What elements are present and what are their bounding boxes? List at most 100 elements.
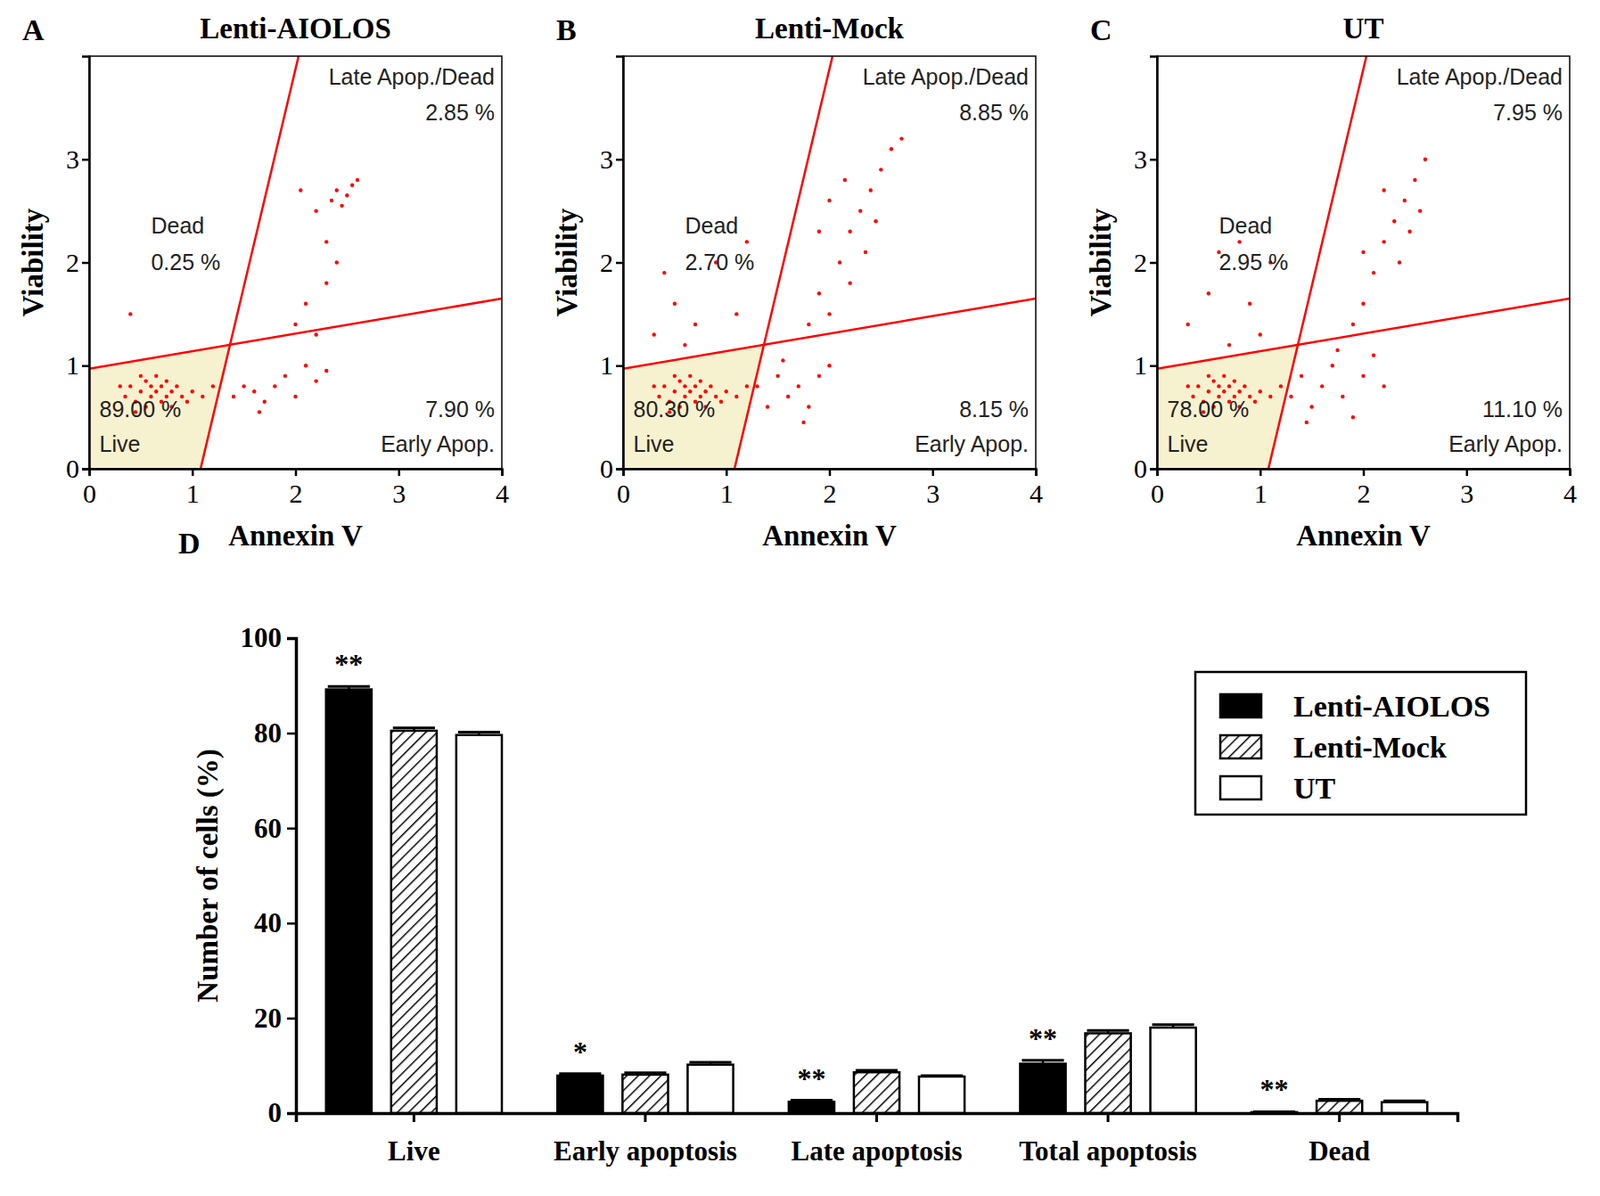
point	[796, 384, 801, 388]
axis: 01234	[82, 468, 509, 509]
quadrant-value: 7.95 %	[1493, 99, 1563, 125]
point	[662, 270, 666, 275]
point	[889, 147, 894, 151]
point	[734, 311, 739, 316]
axis: 01234	[616, 468, 1043, 509]
point	[185, 400, 189, 404]
gate-line	[623, 298, 1036, 370]
tick-mark	[1362, 468, 1366, 476]
bar	[1084, 1033, 1131, 1114]
point	[1423, 157, 1428, 162]
tick-label: Live	[387, 1135, 441, 1167]
tick: 4	[1029, 468, 1043, 509]
tick-label: Late apoptosis	[790, 1135, 962, 1167]
point	[313, 208, 318, 213]
quadrant-label: Dead	[684, 213, 739, 238]
legend-swatch	[1220, 735, 1262, 759]
panel-label: A	[22, 13, 45, 47]
axis: 020406080100	[240, 622, 297, 1129]
point	[847, 229, 852, 234]
tick: 60	[254, 812, 296, 845]
x-axis-title: Annexin V	[228, 519, 363, 552]
plot-frame	[623, 56, 1036, 469]
tick: 1	[1133, 350, 1157, 380]
point	[313, 332, 318, 337]
axis-line	[90, 469, 503, 477]
panel-label: D	[178, 526, 201, 560]
quadrant-label: Late Apop./Dead	[1396, 64, 1563, 90]
tick: 2	[65, 247, 90, 278]
significance: **	[1260, 1073, 1289, 1106]
tick-label: 40	[254, 907, 282, 939]
bar	[687, 1065, 733, 1114]
point	[293, 394, 297, 399]
axis: 01234	[1150, 468, 1577, 509]
point	[200, 394, 205, 399]
tick-label: 2	[1357, 478, 1371, 509]
point	[164, 378, 169, 383]
live-region	[1156, 344, 1298, 469]
tick: 0	[1150, 468, 1165, 509]
tick-label: 2	[823, 478, 837, 509]
point	[858, 208, 862, 213]
point	[211, 384, 215, 388]
tick-mark	[82, 262, 90, 265]
error-cap	[623, 1071, 666, 1075]
tick: 0	[599, 453, 624, 484]
point	[1227, 384, 1231, 388]
point	[806, 322, 811, 327]
point	[128, 311, 132, 316]
bar	[557, 1075, 603, 1114]
point	[1304, 420, 1309, 425]
tick: 2	[1357, 468, 1371, 509]
quadrant-label: Late Apop./Dead	[862, 64, 1029, 90]
gate-line	[89, 298, 502, 370]
point	[677, 378, 682, 383]
point	[1222, 374, 1226, 378]
tick: 3	[65, 144, 90, 174]
point	[283, 374, 288, 378]
point	[1186, 384, 1190, 388]
tick: 3	[926, 468, 940, 509]
error-cap	[1318, 1098, 1361, 1101]
point	[339, 204, 344, 208]
tick-label: 3	[599, 144, 614, 174]
tick: 1	[186, 468, 200, 509]
point	[335, 188, 339, 192]
error-cap	[458, 730, 501, 734]
point	[148, 384, 153, 388]
point	[652, 332, 657, 337]
tick-label: 4	[1563, 478, 1577, 509]
point	[139, 374, 143, 378]
point	[688, 389, 692, 394]
tick-mark	[1107, 1113, 1110, 1123]
axis-line	[82, 57, 91, 470]
tick-label: 3	[1133, 144, 1148, 174]
point	[1237, 239, 1241, 244]
quadrant-value: 2.95 %	[1218, 249, 1289, 275]
tick-mark	[932, 468, 936, 476]
legend-swatch	[1220, 776, 1262, 800]
tick-mark	[295, 468, 298, 476]
tick-label: 1	[65, 350, 80, 380]
bar	[326, 689, 372, 1114]
quadrant-value: 2.70 %	[684, 249, 755, 275]
axis-line	[1157, 469, 1571, 477]
tick-label: 100	[240, 622, 283, 654]
tick: Live	[387, 1113, 441, 1167]
point	[765, 404, 770, 409]
point	[745, 239, 749, 244]
tick-mark	[828, 468, 832, 476]
tick-mark	[82, 467, 90, 471]
quadrant-label: Dead	[1218, 213, 1272, 238]
tick: 0	[1133, 453, 1157, 484]
error-cap	[1021, 1058, 1064, 1062]
significance: **	[334, 648, 363, 681]
quadrant-value: 80.30 %	[633, 396, 716, 422]
point	[1222, 389, 1226, 394]
panel: 012340123Lenti-AIOLOSAAnnexin VViability…	[16, 12, 509, 552]
quadrant-label: Late Apop./Dead	[328, 64, 495, 90]
tick-label: 0	[599, 453, 614, 484]
tick-mark	[398, 468, 402, 476]
point	[1258, 389, 1263, 394]
